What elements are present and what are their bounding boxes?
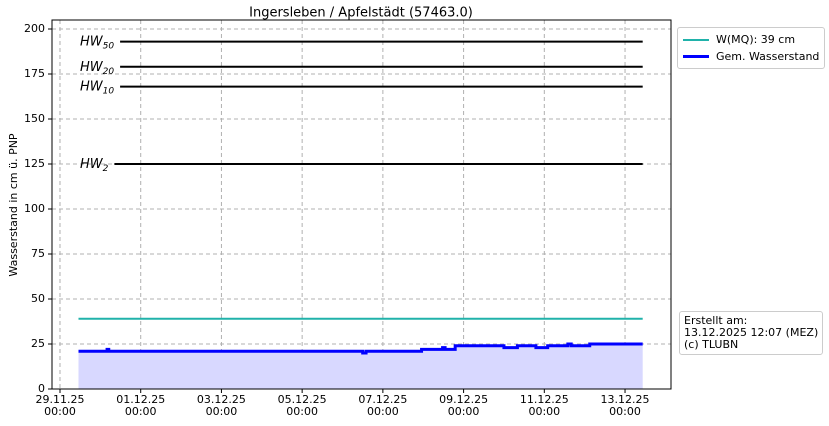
threshold-subscript: 10 <box>103 86 115 96</box>
annotation-line: (c) TLUBN <box>684 338 739 351</box>
y-tick-label: 75 <box>31 247 45 260</box>
x-tick-label: 03.12.25 00:00 <box>196 393 246 418</box>
annotation: Erstellt am: 13.12.2025 12:07 (MEZ) (c) TL… <box>679 311 824 355</box>
y-tick-label: 25 <box>31 337 45 350</box>
x-tick-label: 05.12.25 00:00 <box>277 393 327 418</box>
threshold-name: HW <box>80 59 104 74</box>
annotation-line: 13.12.2025 12:07 (MEZ) <box>684 326 819 339</box>
axes-frame <box>51 19 672 390</box>
legend-swatch <box>683 38 709 41</box>
threshold-label: HW10 <box>80 79 114 96</box>
legend: W(MQ): 39 cm Gem. Wasserstand <box>677 27 826 69</box>
threshold-subscript: 50 <box>103 41 115 51</box>
threshold-label: HW50 <box>80 34 114 51</box>
y-tick-label: 125 <box>24 157 45 170</box>
y-tick-label: 50 <box>31 292 45 305</box>
threshold-label: HW20 <box>80 59 114 76</box>
y-tick-label: 200 <box>24 22 45 35</box>
legend-entry: Gem. Wasserstand <box>683 48 819 65</box>
legend-label: W(MQ): 39 cm <box>716 33 796 46</box>
threshold-subscript: 2 <box>103 164 109 174</box>
area-fill <box>78 344 643 389</box>
x-tick-label: 11.12.25 00:00 <box>519 393 569 418</box>
y-tick-label: 0 <box>38 382 45 395</box>
threshold-name: HW <box>80 34 104 49</box>
x-tick-label: 13.12.25 00:00 <box>600 393 650 418</box>
y-tick-label: 100 <box>24 202 45 215</box>
series-line <box>78 342 643 355</box>
threshold-name: HW <box>80 79 104 94</box>
chart-title: Ingersleben / Apfelstädt (57463.0) <box>249 6 473 21</box>
x-tick-label: 01.12.25 00:00 <box>116 393 166 418</box>
y-axis-label: Wasserstand in cm ü. PNP <box>7 133 20 277</box>
y-tick-label: 175 <box>24 67 45 80</box>
threshold-subscript: 20 <box>103 66 115 76</box>
y-tick-label: 150 <box>24 112 45 125</box>
threshold-name: HW <box>80 157 104 172</box>
legend-swatch <box>683 55 709 58</box>
x-tick-label: 09.12.25 00:00 <box>439 393 489 418</box>
x-tick-label: 29.11.25 00:00 <box>35 393 85 418</box>
legend-label: Gem. Wasserstand <box>716 50 820 63</box>
x-tick-label: 07.12.25 00:00 <box>358 393 408 418</box>
annotation-line: Erstellt am: <box>684 314 748 327</box>
legend-entry: W(MQ): 39 cm <box>683 31 819 48</box>
threshold-label: HW2 <box>80 157 109 174</box>
